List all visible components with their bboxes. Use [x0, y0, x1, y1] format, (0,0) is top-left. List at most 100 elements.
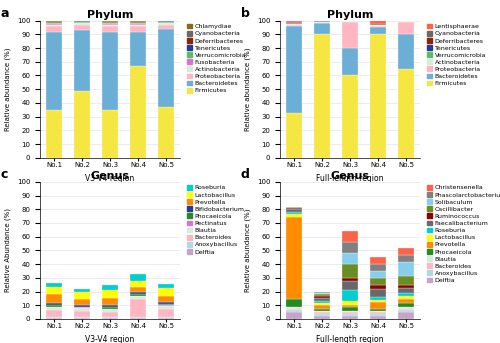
Bar [102, 290, 118, 298]
Bar [102, 22, 118, 23]
Bar [74, 30, 90, 91]
Bar [398, 312, 413, 319]
Bar [314, 23, 330, 34]
Bar [398, 288, 413, 293]
Bar [286, 25, 302, 26]
Y-axis label: Relative Abundance (%): Relative Abundance (%) [4, 209, 11, 292]
Bar [158, 288, 174, 296]
Bar [286, 217, 302, 299]
Bar [342, 314, 357, 316]
Bar [314, 21, 330, 22]
Bar [370, 309, 386, 311]
Bar [398, 276, 413, 285]
X-axis label: V3-V4 region: V3-V4 region [86, 335, 134, 343]
Legend: Roseburia, Lactobacillus, Prevotella, Bifidobacterium, Phocaeicola, Pectinatus, : Roseburia, Lactobacillus, Prevotella, Bi… [188, 185, 245, 255]
Bar [102, 312, 118, 317]
Bar [102, 309, 118, 312]
Bar [158, 29, 174, 107]
Bar [130, 292, 146, 294]
Bar [46, 23, 62, 24]
Bar [314, 294, 330, 296]
Bar [314, 298, 330, 301]
Bar [342, 305, 357, 307]
Bar [130, 22, 146, 23]
Y-axis label: Relative abundance (%): Relative abundance (%) [244, 209, 251, 292]
Bar [314, 311, 330, 312]
Bar [74, 308, 90, 311]
Bar [398, 34, 413, 69]
Bar [370, 25, 386, 26]
Bar [370, 285, 386, 289]
Bar [370, 264, 386, 271]
Bar [314, 34, 330, 158]
Bar [102, 318, 118, 319]
Text: c: c [1, 168, 8, 181]
Bar [286, 21, 302, 23]
Bar [398, 307, 413, 309]
Bar [74, 292, 90, 299]
Bar [286, 299, 302, 307]
Bar [370, 312, 386, 314]
Bar [370, 257, 386, 264]
Bar [342, 75, 357, 158]
Bar [398, 303, 413, 307]
Bar [286, 23, 302, 24]
Bar [102, 317, 118, 318]
Bar [130, 281, 146, 287]
Bar [130, 23, 146, 24]
Bar [158, 305, 174, 306]
Bar [342, 301, 357, 305]
Bar [370, 20, 386, 24]
Bar [398, 262, 413, 276]
Bar [314, 314, 330, 316]
Bar [286, 24, 302, 25]
Bar [46, 310, 62, 317]
Bar [46, 305, 62, 307]
Bar [102, 307, 118, 309]
Bar [102, 32, 118, 110]
Bar [286, 113, 302, 158]
Bar [342, 231, 357, 242]
Bar [74, 311, 90, 317]
Legend: Lentisphaerae, Cyanobacteria, Deferribacteres, Tenericutes, Verrucomicrobia, Act: Lentisphaerae, Cyanobacteria, Deferribac… [428, 24, 486, 86]
Bar [130, 287, 146, 292]
Bar [74, 22, 90, 23]
Bar [74, 307, 90, 308]
Bar [286, 212, 302, 214]
Bar [46, 26, 62, 32]
Bar [314, 293, 330, 294]
Bar [130, 25, 146, 26]
Legend: Christensenella, Phascolarctobacterium, Solibaculum, Oscillibacter, Ruminococcus: Christensenella, Phascolarctobacterium, … [428, 185, 500, 283]
Bar [158, 25, 174, 29]
Bar [286, 209, 302, 212]
Bar [102, 21, 118, 22]
Bar [314, 303, 330, 305]
Bar [398, 296, 413, 299]
Bar [46, 25, 62, 26]
Bar [370, 316, 386, 319]
Bar [370, 27, 386, 34]
Bar [46, 318, 62, 319]
Bar [370, 289, 386, 297]
Bar [74, 23, 90, 25]
Bar [74, 299, 90, 305]
Bar [370, 314, 386, 316]
Bar [130, 24, 146, 25]
Bar [398, 22, 413, 34]
Bar [130, 26, 146, 32]
Bar [46, 303, 62, 305]
Y-axis label: Relative abundance (%): Relative abundance (%) [4, 47, 11, 131]
Bar [130, 66, 146, 158]
Bar [102, 305, 118, 307]
Bar [314, 296, 330, 298]
Bar [74, 21, 90, 22]
Text: d: d [241, 168, 250, 181]
Bar [398, 293, 413, 296]
Bar [74, 318, 90, 319]
Bar [46, 21, 62, 22]
Y-axis label: Relative abundance (%): Relative abundance (%) [244, 47, 251, 131]
Bar [286, 307, 302, 309]
Bar [342, 22, 357, 48]
Bar [342, 290, 357, 301]
Bar [398, 21, 413, 22]
